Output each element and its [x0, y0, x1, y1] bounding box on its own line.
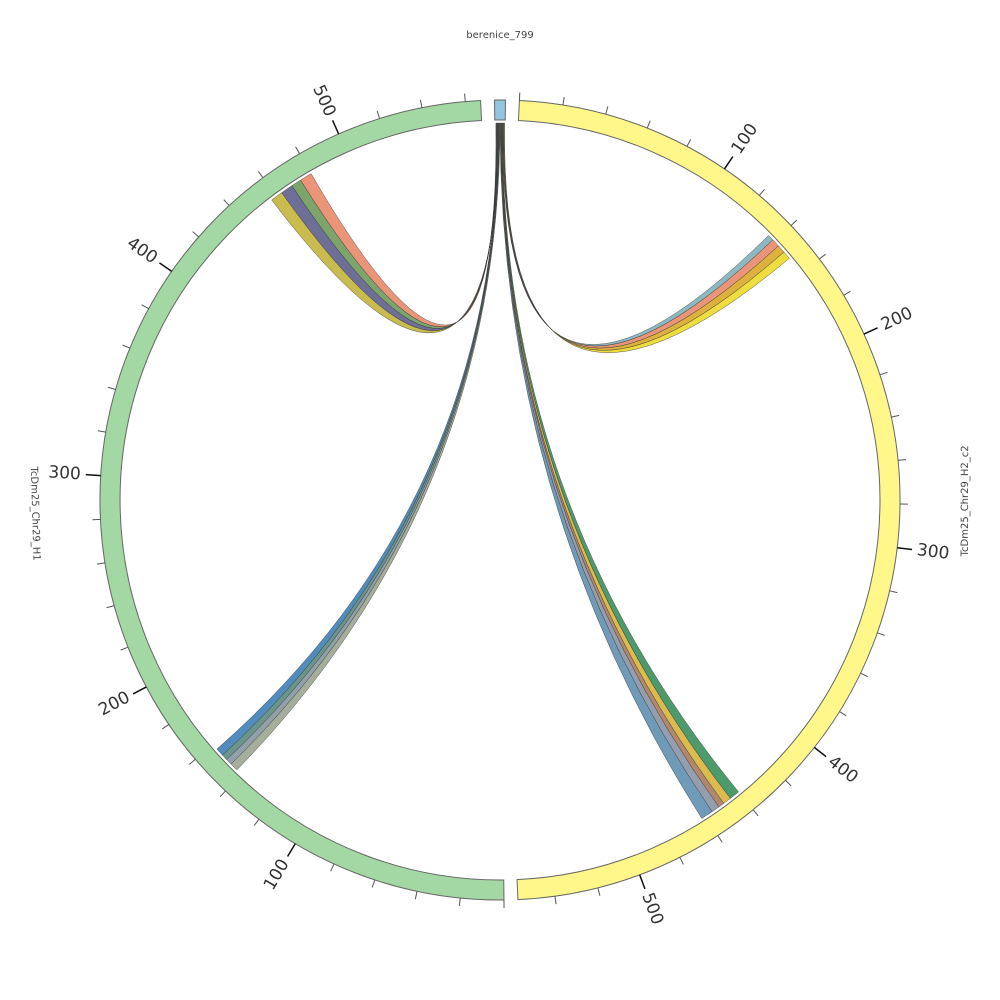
minor-tick	[295, 146, 301, 155]
tick-label: 200	[95, 687, 133, 720]
minor-tick	[717, 835, 723, 843]
tick-label: 500	[637, 890, 667, 927]
link-ribbon	[501, 122, 731, 804]
minor-tick	[192, 231, 200, 238]
minor-tick	[790, 219, 798, 226]
minor-tick	[106, 605, 115, 609]
minor-tick	[818, 253, 826, 260]
tick-label: 500	[308, 82, 339, 120]
link-ribbon	[500, 122, 720, 812]
tick-label: 200	[878, 303, 916, 335]
minor-tick	[414, 891, 418, 900]
minor-tick	[458, 897, 461, 907]
link-ribbon	[216, 122, 499, 756]
segment-label: TcDm25_Chr29_H2_c2	[960, 445, 971, 557]
tick-label: 400	[123, 233, 161, 268]
minor-tick	[686, 139, 692, 147]
minor-tick	[371, 879, 376, 888]
minor-tick	[257, 171, 264, 179]
segment-label: berenice_799	[466, 30, 533, 41]
link-ribbon	[502, 122, 779, 349]
minor-tick	[253, 818, 260, 826]
minor-tick	[843, 290, 851, 296]
minor-tick	[562, 97, 565, 106]
link-ribbon	[222, 122, 500, 760]
minor-tick	[889, 590, 898, 594]
major-tick	[331, 119, 340, 135]
major-tick	[723, 156, 734, 170]
minor-tick	[597, 887, 601, 896]
minor-tick	[752, 809, 759, 817]
minor-tick	[219, 790, 226, 798]
major-tick	[638, 874, 646, 890]
minor-tick	[330, 863, 335, 872]
link-ribbon	[503, 122, 790, 353]
tick-label: 400	[824, 752, 862, 788]
tick-label: 100	[260, 856, 294, 894]
minor-tick	[141, 304, 149, 310]
segment-label: TcDm25_Chr29_H1	[28, 465, 42, 560]
link-ribbon	[230, 122, 501, 771]
major-tick	[159, 262, 173, 273]
minor-tick	[122, 344, 131, 349]
minor-tick	[860, 672, 868, 678]
minor-tick	[554, 896, 557, 905]
minor-tick	[464, 93, 466, 102]
major-tick	[813, 746, 827, 758]
tick-label: 300	[916, 540, 951, 564]
major-tick	[286, 843, 296, 857]
segment-ideogram	[494, 99, 506, 121]
major-tick	[132, 686, 147, 695]
minor-tick	[188, 758, 196, 765]
segment-ideogram	[99, 99, 505, 901]
minor-tick	[679, 857, 684, 865]
minor-tick	[785, 779, 792, 787]
minor-tick	[107, 386, 116, 390]
link-ribbon	[501, 122, 739, 799]
tick-label: 300	[48, 462, 82, 484]
major-tick	[85, 473, 101, 477]
tick-label: 100	[727, 120, 762, 158]
major-tick	[897, 546, 913, 551]
minor-tick	[376, 110, 381, 119]
link-ribbon	[226, 122, 500, 765]
major-tick	[863, 327, 878, 335]
minor-tick	[419, 99, 423, 108]
minor-tick	[879, 371, 888, 376]
minor-tick	[120, 646, 129, 651]
minor-tick	[97, 430, 106, 433]
minor-tick	[891, 414, 900, 418]
link-ribbon	[500, 122, 725, 808]
minor-tick	[877, 632, 886, 636]
minor-tick	[96, 562, 106, 565]
minor-tick	[605, 106, 609, 115]
segment-ideogram	[516, 99, 901, 901]
minor-tick	[839, 711, 847, 717]
minor-tick	[223, 199, 230, 206]
minor-tick	[161, 724, 170, 730]
minor-tick	[646, 120, 651, 129]
minor-tick	[897, 459, 907, 461]
minor-tick	[758, 189, 765, 196]
